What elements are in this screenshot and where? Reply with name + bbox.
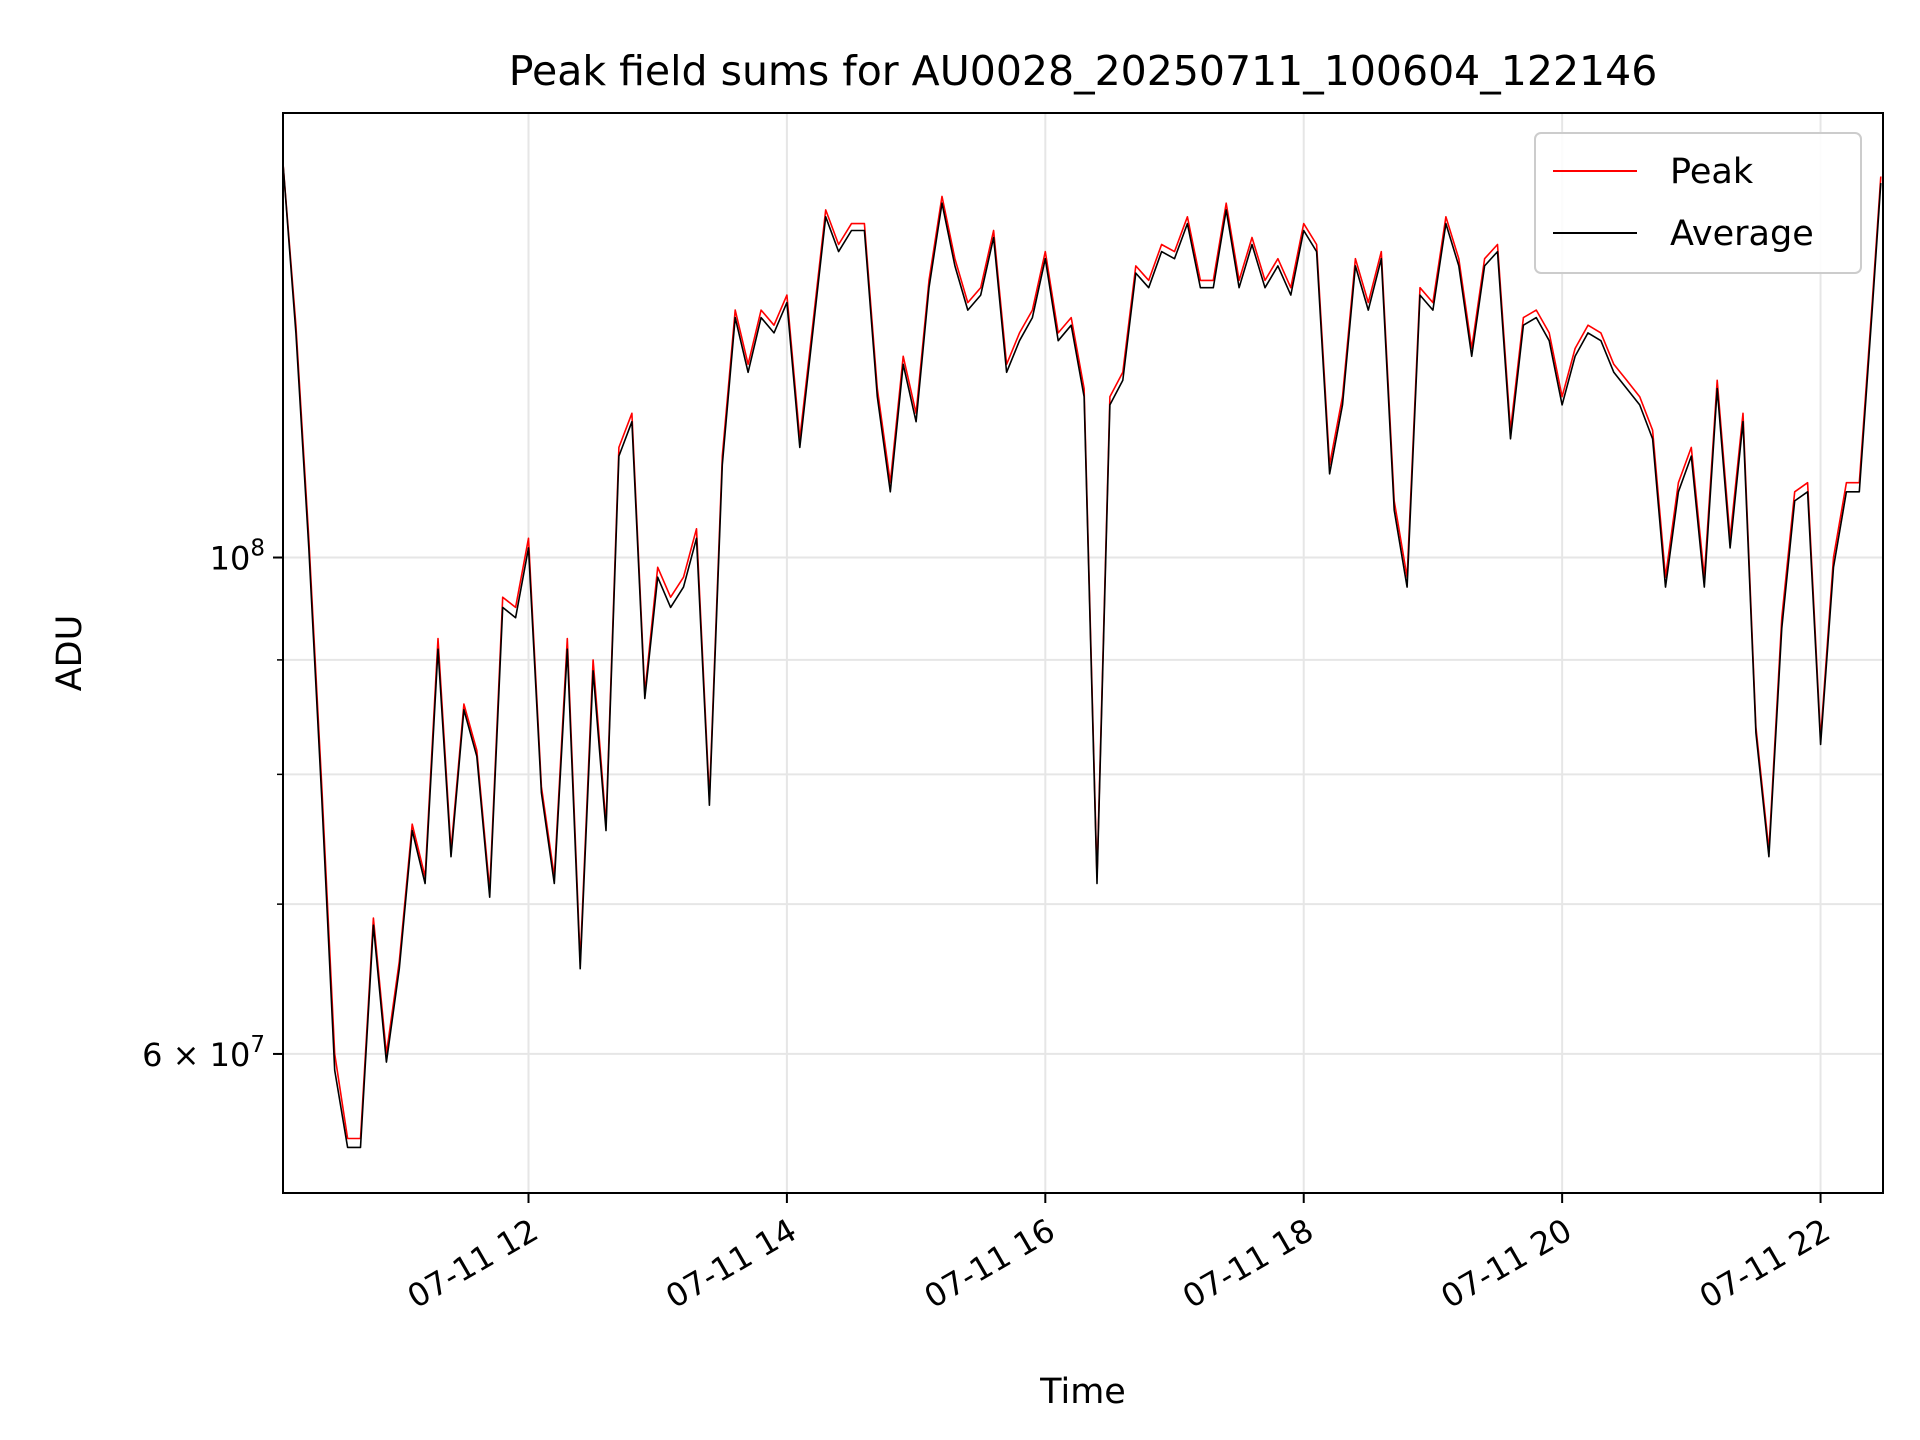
legend: Peak Average (1534, 132, 1862, 274)
y-tick-label: 108 (210, 536, 265, 578)
grid (283, 113, 1883, 1193)
legend-average-label: Average (1670, 214, 1814, 254)
series-line-average (282, 163, 1882, 1149)
plot-frame (282, 112, 1884, 1194)
y-axis-ticks: 108 6 × 107 (142, 536, 283, 1074)
legend-peak-label: Peak (1670, 152, 1754, 192)
series-group (282, 163, 1882, 1149)
legend-box (1534, 132, 1862, 274)
y-tick-label: 6 × 107 (142, 1032, 265, 1074)
x-axis-label: Time (1039, 1372, 1126, 1412)
y-axis-label: ADU (50, 615, 90, 692)
series-line-peak (282, 163, 1882, 1140)
chart-title: Peak field sums for AU0028_20250711_1006… (509, 47, 1658, 95)
